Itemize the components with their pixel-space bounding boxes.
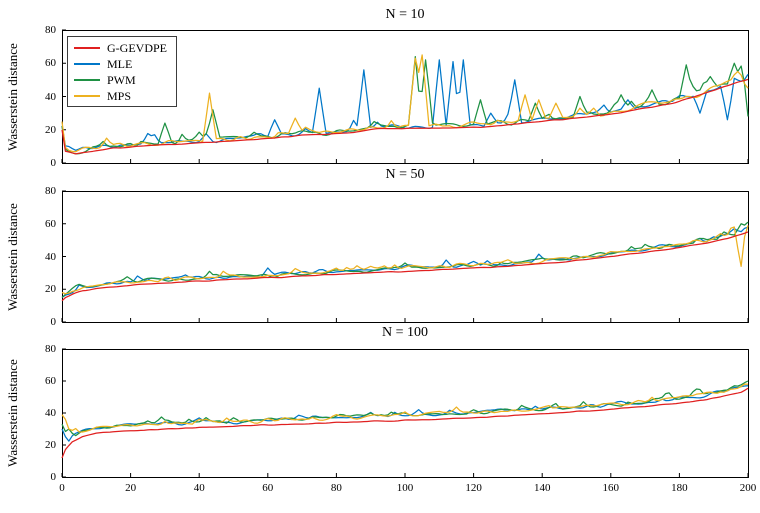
legend-label: G-GEVDPE [107,40,167,55]
y-axis-label-n50: Wasserstein distance [5,203,20,311]
y-axis-label-n10: Wasserstein distance [5,43,20,151]
y-tick-label: 60 [45,217,56,230]
legend-line-swatch [74,46,100,49]
legend-label: PWM [107,72,136,87]
legend-entry: MLE [74,56,167,71]
y-tick-label: 20 [45,283,56,296]
legend-line-swatch [74,94,100,97]
legend-entry: G-GEVDPE [74,40,167,55]
x-tick-label: 60 [262,482,274,494]
x-tick-label: 40 [193,482,205,494]
legend-entry: MPS [74,88,167,103]
legend-label: MPS [107,88,132,103]
y-tick-label: 60 [45,375,56,387]
y-tick-label: 0 [50,316,57,328]
y-tick-label: 40 [45,250,56,263]
x-tick-label: 120 [465,482,482,494]
x-tick-label: 180 [671,482,688,494]
subplot-title-n100: N = 100 [381,325,428,340]
x-tick-label: 100 [396,482,414,494]
x-tick-label: 80 [330,482,342,494]
y-tick-label: 20 [45,439,56,451]
x-tick-label: 160 [602,482,620,494]
subplot-title-n50: N = 50 [385,167,425,182]
x-tick-label: 200 [739,482,757,494]
x-tick-label: 20 [125,482,137,494]
legend-entry: PWM [74,72,167,87]
y-tick-label: 60 [45,57,56,70]
y-tick-label: 80 [45,185,56,197]
x-tick-label: 140 [533,482,551,494]
legend-line-swatch [74,62,100,65]
y-tick-label: 40 [45,90,56,103]
y-tick-label: 80 [45,24,56,36]
y-axis-label-n100: Wasserstein distance [5,359,20,467]
y-tick-label: 0 [50,157,57,169]
y-tick-label: 40 [45,407,56,419]
y-tick-label: 80 [45,343,56,355]
subplot-title-n10: N = 10 [385,7,425,22]
legend: G-GEVDPE MLE PWM MPS [67,36,177,107]
y-tick-label: 0 [50,471,57,483]
legend-label: MLE [107,56,133,71]
y-tick-label: 20 [45,123,56,136]
x-tick-label: 0 [59,482,65,494]
legend-line-swatch [74,78,100,81]
